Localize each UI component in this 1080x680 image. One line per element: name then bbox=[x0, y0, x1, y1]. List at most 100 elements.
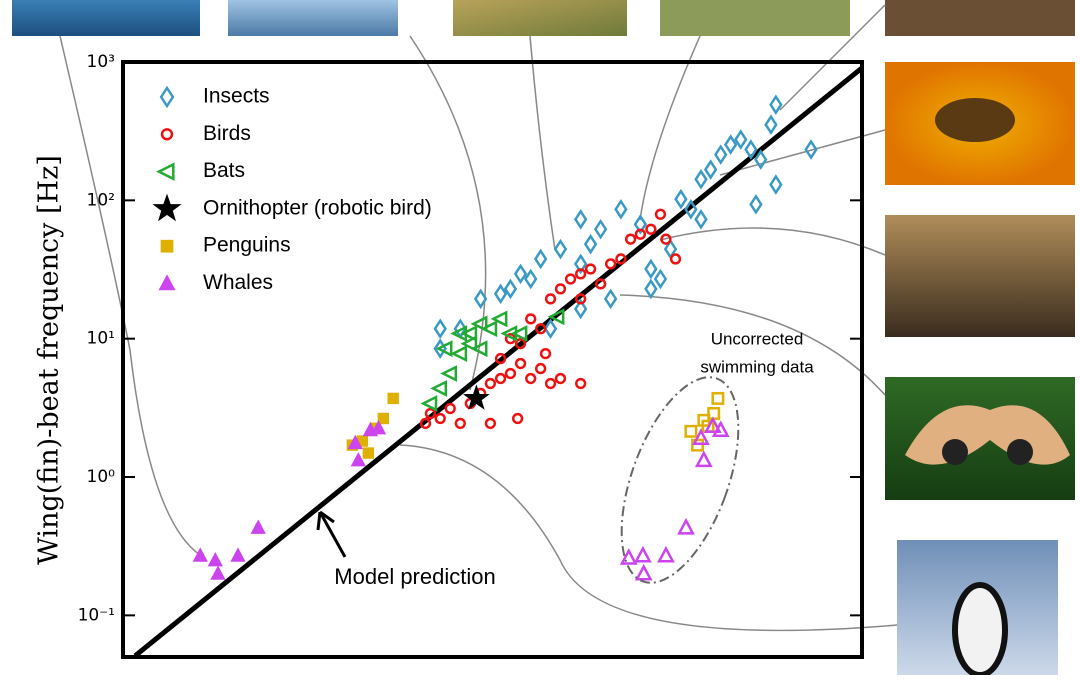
point bbox=[473, 288, 488, 310]
point bbox=[749, 194, 763, 215]
point bbox=[539, 347, 552, 360]
point bbox=[674, 188, 688, 210]
point bbox=[684, 199, 698, 220]
point bbox=[210, 565, 226, 580]
point bbox=[634, 228, 647, 240]
ticks: 10³ 10² 10¹ 10⁰ 10⁻¹ bbox=[78, 52, 862, 625]
legend-label: Whales bbox=[203, 271, 273, 294]
point bbox=[575, 377, 587, 390]
point bbox=[694, 209, 708, 230]
point bbox=[633, 214, 648, 235]
uncorrected-point bbox=[684, 424, 698, 438]
legend-marker bbox=[159, 85, 175, 109]
point bbox=[514, 357, 527, 370]
y-tick-label: 10¹ bbox=[87, 329, 115, 349]
series bbox=[420, 308, 565, 412]
point bbox=[463, 384, 490, 410]
point bbox=[554, 283, 567, 295]
legend-marker bbox=[158, 274, 176, 291]
point bbox=[564, 273, 577, 285]
point bbox=[484, 417, 497, 430]
point bbox=[584, 263, 597, 275]
uncorrected-point bbox=[634, 563, 653, 581]
point bbox=[533, 248, 548, 270]
point bbox=[494, 352, 507, 365]
connectors bbox=[59, 4, 898, 632]
uncorrected-point bbox=[692, 428, 710, 445]
point bbox=[554, 372, 567, 385]
photo-insect bbox=[453, 0, 627, 36]
legend-label: Ornithopter (robotic bird) bbox=[203, 196, 432, 219]
point bbox=[734, 129, 748, 150]
point bbox=[525, 372, 537, 385]
point bbox=[694, 168, 708, 190]
point bbox=[603, 288, 618, 310]
photo-penguin-body bbox=[952, 582, 1008, 678]
point bbox=[583, 233, 598, 255]
y-tick-label: 10⁻¹ bbox=[78, 605, 115, 625]
uncorrected-point bbox=[677, 517, 695, 535]
point bbox=[624, 233, 637, 245]
point bbox=[575, 268, 587, 280]
point bbox=[524, 268, 538, 290]
point bbox=[544, 377, 557, 390]
point bbox=[594, 278, 607, 290]
point bbox=[490, 310, 508, 328]
point bbox=[535, 362, 547, 375]
point bbox=[470, 340, 488, 358]
point bbox=[547, 308, 565, 326]
point bbox=[504, 367, 517, 380]
point bbox=[377, 412, 390, 425]
point bbox=[769, 174, 783, 195]
point bbox=[653, 268, 668, 290]
uncorrected-point bbox=[619, 548, 638, 565]
series bbox=[433, 94, 818, 359]
point bbox=[387, 392, 399, 405]
uncorrected-outline bbox=[620, 376, 740, 584]
point bbox=[573, 298, 588, 320]
point bbox=[350, 452, 366, 467]
photo-hummingbird bbox=[660, 0, 850, 36]
point bbox=[514, 338, 527, 350]
y-tick-label: 10⁰ bbox=[87, 467, 116, 487]
point bbox=[424, 407, 437, 420]
point bbox=[480, 320, 498, 338]
point bbox=[484, 377, 497, 390]
photos bbox=[12, 0, 1075, 678]
point bbox=[347, 434, 363, 450]
uncorrected-point bbox=[634, 545, 652, 563]
point bbox=[511, 412, 524, 425]
y-axis-label: Wing(fin)-beat frequency [Hz] bbox=[34, 155, 65, 565]
point bbox=[573, 253, 588, 275]
point bbox=[434, 412, 446, 425]
point bbox=[420, 395, 438, 412]
legend-marker bbox=[156, 162, 175, 181]
y-tick-label: 10³ bbox=[87, 52, 115, 72]
point bbox=[614, 199, 628, 220]
uncorrected-point bbox=[711, 391, 725, 405]
frame bbox=[121, 60, 864, 659]
point bbox=[250, 519, 266, 534]
point bbox=[450, 325, 468, 342]
point bbox=[460, 325, 478, 342]
point bbox=[744, 139, 758, 160]
point bbox=[454, 417, 466, 430]
legend-label: Insects bbox=[203, 85, 270, 108]
point bbox=[535, 323, 547, 335]
point bbox=[553, 238, 568, 260]
point bbox=[654, 208, 667, 220]
point bbox=[703, 159, 718, 180]
annotation: Model prediction bbox=[334, 564, 495, 589]
plot-area bbox=[133, 65, 862, 657]
legend-label: Penguins bbox=[203, 234, 291, 257]
point bbox=[207, 552, 223, 567]
point bbox=[593, 218, 608, 240]
point bbox=[419, 417, 432, 430]
point bbox=[192, 547, 208, 562]
point bbox=[493, 283, 508, 305]
photo-mosquito bbox=[885, 0, 1075, 36]
point bbox=[714, 144, 728, 165]
uncorrected-point bbox=[711, 420, 730, 438]
point bbox=[525, 313, 537, 325]
uncorrected-point bbox=[657, 545, 675, 563]
